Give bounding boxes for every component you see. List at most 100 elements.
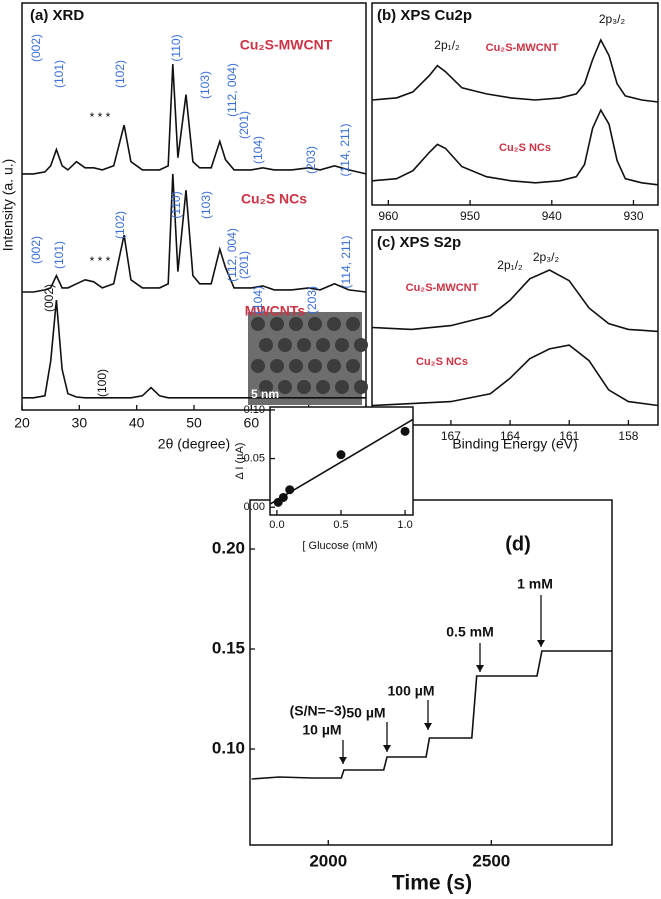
y-tick-label: 0.00 [244, 501, 265, 513]
tem-particle [259, 338, 273, 352]
arrow-head [383, 745, 391, 752]
annotation: (112, 004) [225, 228, 239, 282]
tem-particle [354, 380, 368, 394]
annotation: (S/N=~3) [290, 703, 347, 719]
annotation: (102) [113, 211, 127, 239]
tem-particle [354, 338, 368, 352]
annotation: (101) [52, 241, 66, 269]
annotation: (d) [505, 533, 531, 555]
spectrum-line [371, 344, 659, 407]
annotation: (114, 211) [339, 236, 353, 289]
annotation: * * * [90, 254, 111, 268]
x-tick-label: 0.5 [333, 519, 348, 531]
tem-particle [316, 380, 330, 394]
panel-title: (c) XPS S2p [377, 234, 461, 251]
annotation: (110) [169, 34, 183, 61]
spectrum-line [22, 64, 367, 175]
annotation: * * * [90, 110, 111, 124]
series-label: Cu₂S-MWCNT [406, 282, 479, 294]
annotation: (002) [29, 236, 43, 264]
data-point [285, 485, 295, 495]
x-tick-label: 164 [500, 429, 520, 443]
y-tick-label: 0.10 [212, 738, 245, 757]
tem-particle [251, 317, 265, 331]
arrow-head [537, 640, 545, 647]
annotation: (100) [95, 369, 109, 397]
annotation: (201) [237, 251, 251, 279]
x-tick-label: 40 [129, 415, 145, 431]
spectrum-line [22, 300, 366, 399]
data-point [336, 450, 346, 460]
x-tick-label: 161 [559, 429, 579, 443]
tem-particle [278, 338, 292, 352]
x-tick-label: 930 [623, 209, 643, 223]
x-tick-label: 940 [542, 209, 562, 223]
y-axis-label: Intensity (a. u.) [0, 159, 16, 252]
x-tick-label: 20 [14, 415, 30, 431]
tem-particle [259, 380, 273, 394]
annotation: (104) [251, 136, 265, 164]
series-label: Cu₂S NCs [499, 142, 551, 154]
plot-frame [371, 229, 659, 426]
x-tick-label: 158 [618, 429, 638, 443]
tem-particle [327, 359, 341, 373]
annotation: (104) [251, 286, 265, 314]
panel-title: (a) XRD [30, 7, 84, 24]
annotation: 2p₃/₂ [533, 250, 560, 264]
x-tick-label: 50 [186, 415, 202, 431]
annotation: (002) [29, 34, 43, 62]
annotation: (112, 004) [225, 63, 239, 117]
annotation: 2p₁/₂ [497, 258, 523, 272]
plot-frame [371, 2, 659, 206]
tem-particle [327, 317, 341, 331]
tem-particle [289, 359, 303, 373]
tem-particle [270, 317, 284, 331]
x-tick-label: 960 [378, 209, 398, 223]
annotation: 0.5 mM [446, 624, 493, 640]
spectrum-line [371, 38, 659, 103]
tem-particle [297, 338, 311, 352]
annotation: (114, 211) [338, 124, 352, 177]
arrow-head [476, 665, 484, 672]
annotation: (110) [169, 191, 183, 218]
y-tick-label: 0.05 [244, 452, 265, 464]
annotation: 10 µM [302, 722, 341, 738]
annotation: (203) [305, 286, 319, 314]
x-tick-label: 167 [441, 429, 461, 443]
x-axis-label: 2θ (degree) [158, 436, 230, 452]
x-axis-label: [ Glucose (mM) [302, 540, 377, 552]
x-tick-label: 0.0 [269, 519, 284, 531]
series-label: Cu₂S NCs [241, 191, 307, 207]
x-tick-label: 950 [460, 209, 480, 223]
y-axis-label: Δ I (µA) [234, 443, 246, 480]
annotation: 5 nm [251, 387, 279, 401]
x-tick-label: 30 [72, 415, 88, 431]
x-tick-label: 2000 [309, 851, 347, 870]
annotation: (201) [237, 111, 251, 139]
plot-frame [249, 499, 613, 846]
annotation: 2p₁/₂ [434, 38, 460, 52]
tem-particle [346, 359, 360, 373]
annotation: 50 µM [346, 705, 385, 721]
annotation: (103) [198, 71, 212, 99]
annotation: 1 mM [517, 576, 553, 592]
x-tick-label: 2500 [472, 851, 510, 870]
series-label: Cu₂S-MWCNT [486, 42, 559, 54]
annotation: 100 µM [388, 683, 435, 699]
annotation: 2p₃/₂ [599, 12, 626, 26]
x-axis-label: Binding Energy (eV) [452, 436, 577, 452]
tem-particle [335, 338, 349, 352]
tem-particle [308, 359, 322, 373]
tem-particle [297, 380, 311, 394]
annotation: (103) [199, 191, 213, 219]
x-tick-label: 60 [244, 415, 260, 431]
data-point [400, 426, 410, 436]
arrow-head [424, 723, 432, 730]
spectrum-line [371, 269, 659, 333]
tem-particle [346, 317, 360, 331]
tem-particle [278, 380, 292, 394]
spectrum-line [22, 173, 367, 293]
series-label: MWCNTs [245, 303, 306, 319]
tem-particle [251, 359, 265, 373]
panel-title: (b) XPS Cu2p [377, 7, 472, 24]
